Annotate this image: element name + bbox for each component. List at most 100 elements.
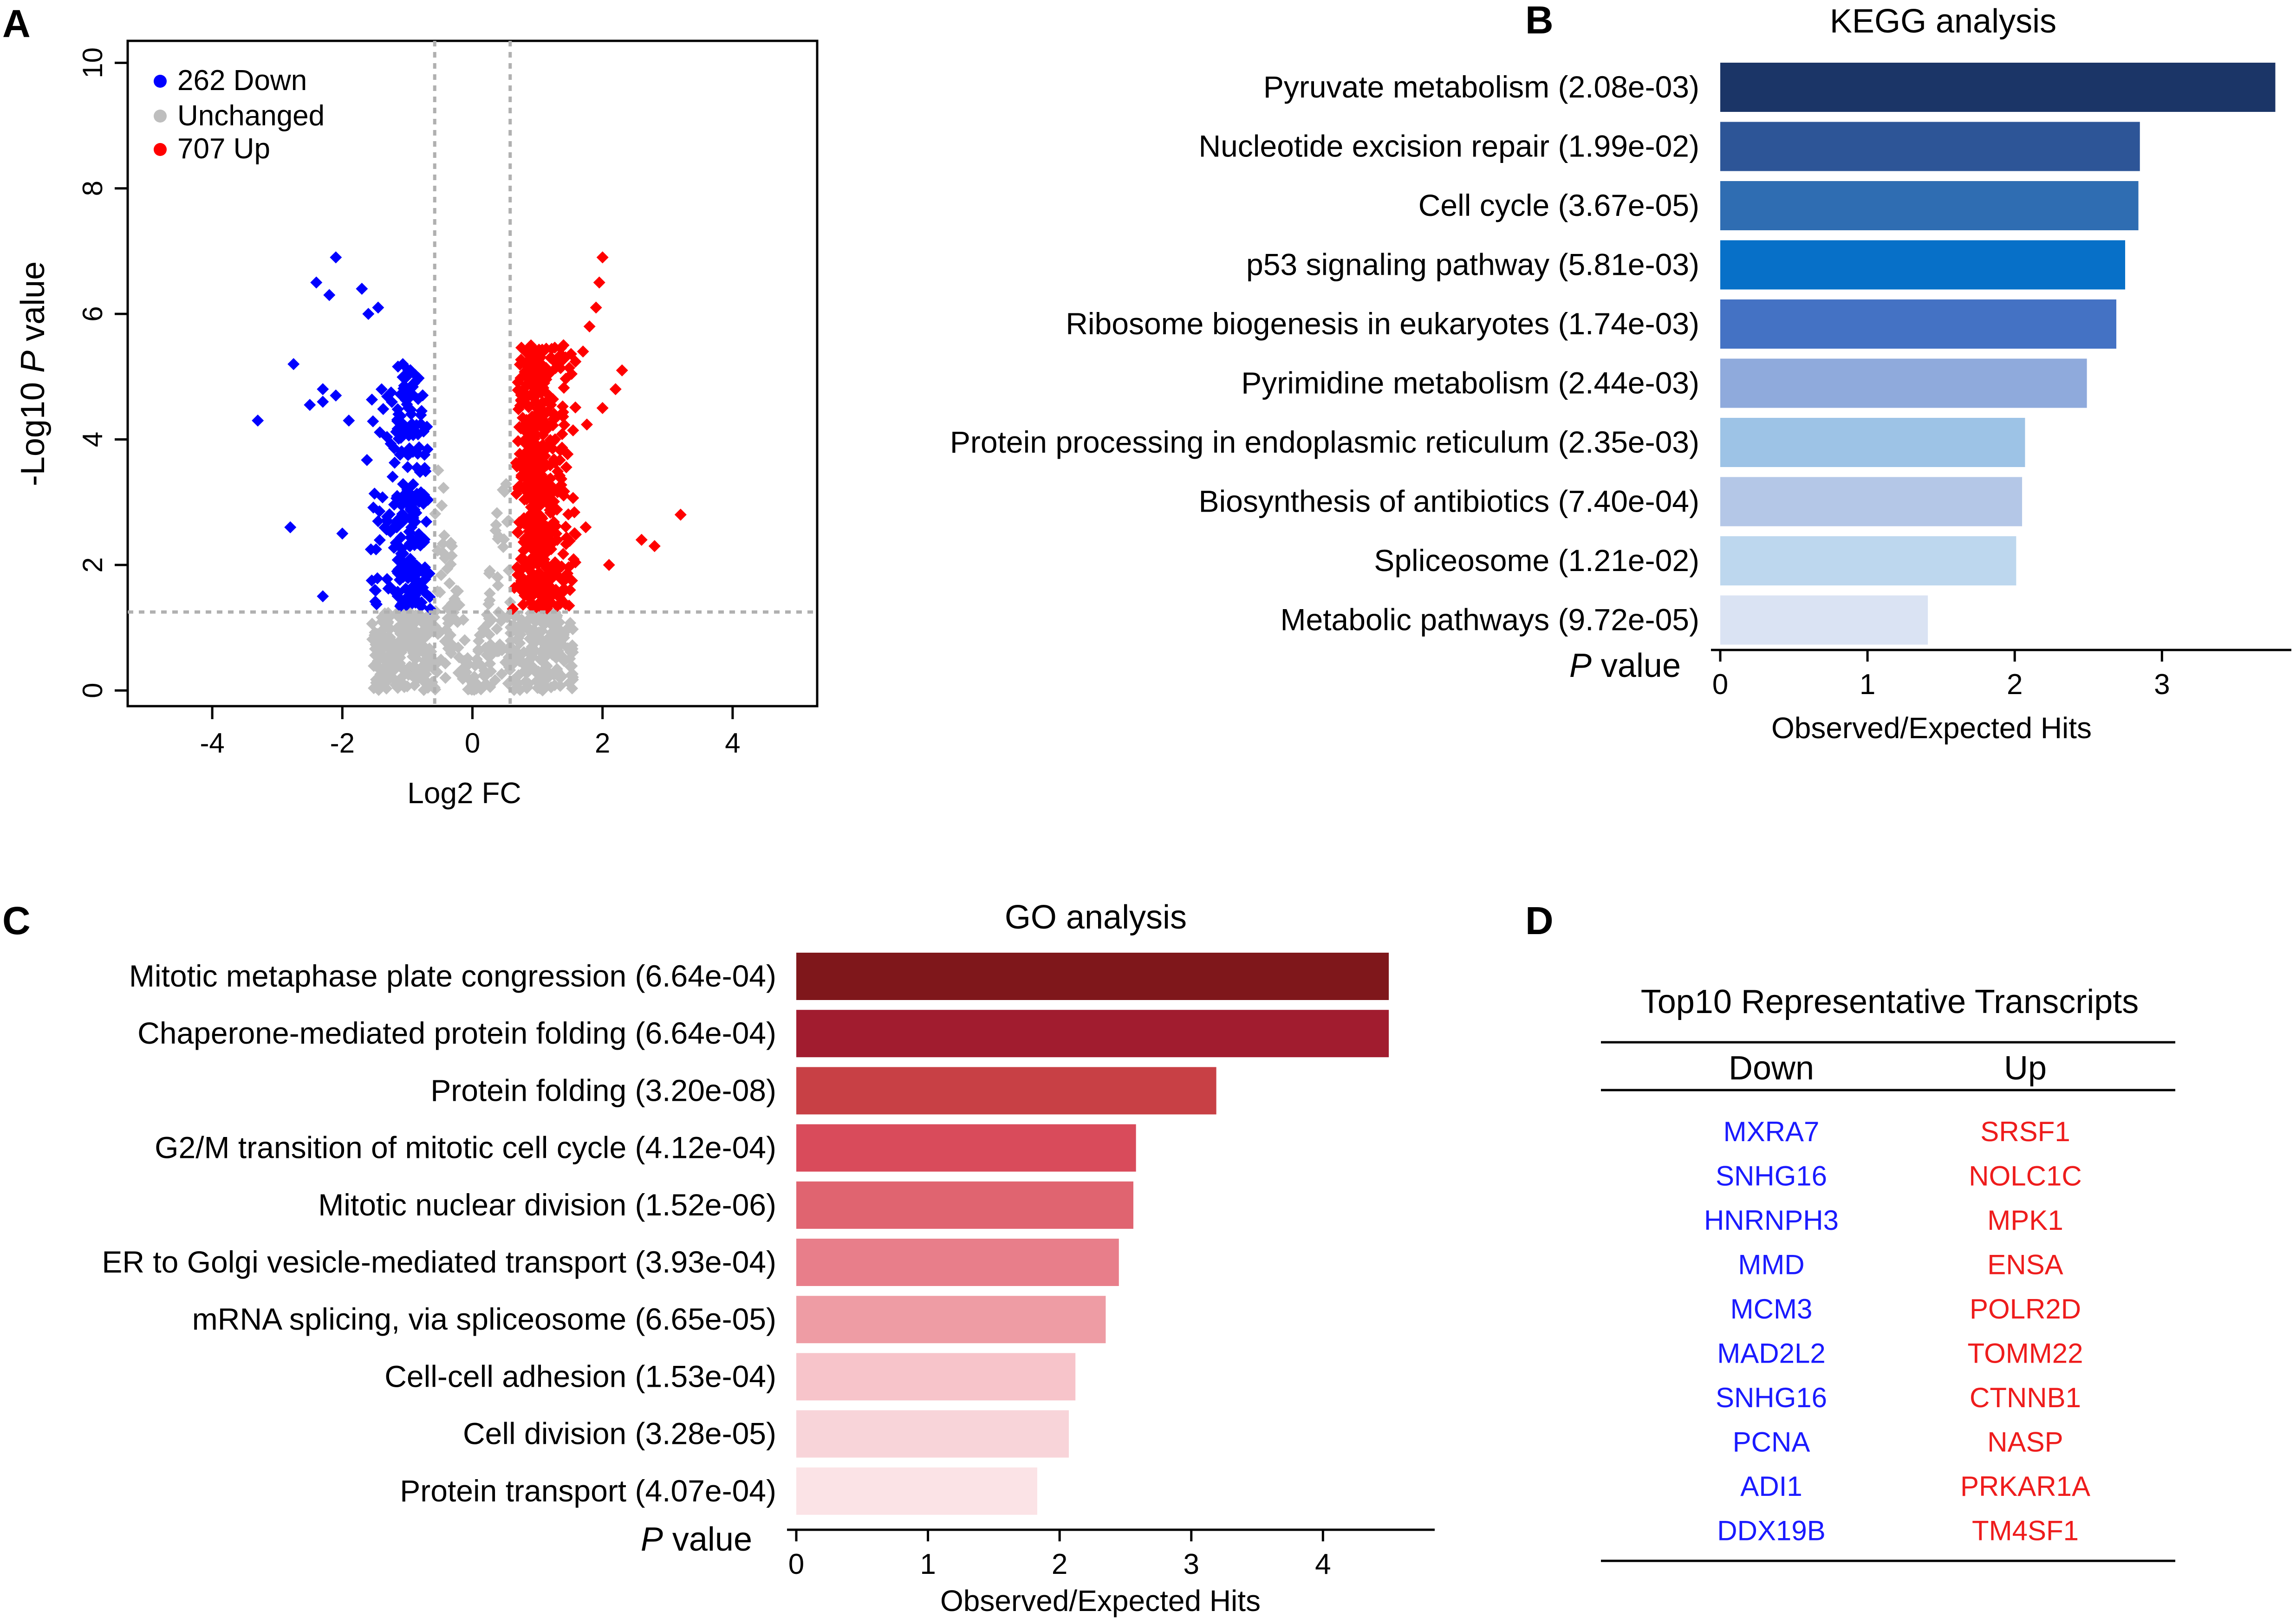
unchanged-point	[565, 669, 578, 681]
go-x-tick-label: 1	[920, 1548, 936, 1580]
unchanged-point	[417, 684, 430, 696]
panel-label-c: C	[2, 899, 31, 942]
go-category-label: Protein folding (3.20e-08)	[430, 1073, 776, 1107]
down-point	[408, 503, 421, 516]
up-point	[521, 474, 533, 486]
go-chart-title: GO analysis	[1005, 899, 1187, 936]
kegg-category-label: Nucleotide excision repair (1.99e-02)	[1198, 129, 1699, 163]
unchanged-point	[484, 638, 497, 651]
transcript-down-cell: ADI1	[1740, 1471, 1802, 1502]
up-point	[534, 468, 546, 481]
go-x-tick-label: 0	[788, 1548, 804, 1580]
unchanged-point	[419, 616, 431, 628]
unchanged-point	[378, 654, 391, 666]
up-point	[609, 383, 622, 396]
kegg-x-axis: 0 1 2 3	[1711, 649, 2291, 701]
go-pvalue-header: P value	[641, 1521, 752, 1558]
unchanged-point	[395, 661, 407, 674]
down-point	[369, 584, 381, 596]
down-point	[412, 583, 425, 596]
unchanged-point	[545, 681, 557, 694]
up-point	[559, 351, 572, 364]
table-header-up: Up	[2004, 1050, 2047, 1087]
up-point	[545, 538, 557, 551]
up-point	[522, 561, 535, 573]
unchanged-point	[566, 660, 578, 672]
up-point	[564, 535, 576, 547]
up-point	[557, 548, 570, 560]
up-point	[537, 518, 550, 530]
down-point-cloud	[252, 251, 436, 615]
unchanged-point	[464, 674, 476, 686]
unchanged-point	[563, 677, 575, 689]
go-bars	[796, 953, 1389, 1515]
volcano-x-tick-label: -4	[200, 728, 224, 759]
down-point	[391, 554, 404, 566]
unchanged-point	[439, 552, 451, 565]
up-point	[648, 540, 661, 552]
legend-label-up: 707 Up	[177, 133, 270, 165]
down-point	[419, 561, 431, 574]
down-point	[414, 466, 426, 478]
unchanged-point	[505, 635, 517, 647]
go-x-tick-label: 2	[1052, 1548, 1067, 1580]
up-point	[543, 566, 555, 579]
unchanged-point	[439, 657, 452, 669]
go-x-tick-label: 3	[1183, 1548, 1199, 1580]
transcript-down-cell: DDX19B	[1717, 1515, 1825, 1546]
unchanged-point	[483, 567, 495, 580]
up-point	[544, 351, 557, 364]
up-point	[544, 595, 556, 608]
up-point	[538, 442, 551, 455]
volcano-x-tick-label: 2	[595, 728, 610, 759]
down-point	[410, 419, 423, 431]
unchanged-point	[445, 537, 457, 549]
down-point	[400, 447, 413, 460]
up-point	[547, 516, 560, 528]
kegg-bar	[1720, 181, 2139, 230]
transcript-down-cell: SNHG16	[1716, 1161, 1827, 1192]
go-category-label: Protein transport (4.07e-04)	[400, 1474, 776, 1508]
up-point	[536, 418, 549, 431]
unchanged-point	[442, 642, 455, 655]
go-bar	[796, 1181, 1133, 1229]
down-point	[364, 543, 377, 556]
transcript-rows: MXRA7 SRSF1 SNHG16 NOLC1C HNRNPH3 MPK1 MMD ENSA…	[1704, 1116, 2090, 1546]
up-point	[523, 483, 535, 495]
go-x-tick-label: 4	[1315, 1548, 1331, 1580]
up-point	[550, 527, 563, 540]
kegg-x-tick-label: 0	[1712, 669, 1728, 701]
down-point	[401, 461, 414, 474]
go-bar	[796, 953, 1389, 1000]
unchanged-point	[384, 631, 397, 643]
go-category-label: Cell division (3.28e-05)	[463, 1416, 776, 1451]
transcript-up-cell: TM4SF1	[1972, 1515, 2079, 1546]
up-point	[569, 401, 582, 414]
down-point	[386, 396, 398, 408]
unchanged-point	[439, 672, 452, 684]
down-point	[317, 396, 329, 408]
up-point	[514, 479, 527, 492]
kegg-category-label: Pyruvate metabolism (2.08e-03)	[1263, 70, 1699, 104]
up-point	[558, 382, 570, 394]
unchanged-point	[438, 529, 450, 542]
transcript-up-cell: POLR2D	[1970, 1293, 2081, 1325]
up-point	[564, 584, 576, 596]
transcripts-table-title: Top10 Representative Transcripts	[1641, 983, 2139, 1020]
up-point	[537, 429, 549, 441]
up-point	[569, 556, 582, 569]
volcano-legend: 262 Down Unchanged 707 Up	[154, 65, 325, 165]
unchanged-point	[566, 646, 579, 658]
volcano-plot: -4 -2 0 2 4 0 2 4 6 8 10 262 Down Unchanged 707 Up…	[14, 39, 819, 810]
down-point	[420, 515, 433, 528]
down-point	[343, 414, 355, 427]
transcript-up-cell: PRKAR1A	[1960, 1471, 2090, 1502]
up-point	[555, 479, 567, 491]
unchanged-point	[510, 624, 522, 636]
down-point	[373, 505, 386, 518]
unchanged-point	[437, 481, 450, 494]
down-point	[371, 572, 384, 585]
kegg-x-tick-label: 1	[1860, 669, 1875, 701]
down-point	[405, 408, 417, 421]
down-point	[401, 484, 414, 496]
